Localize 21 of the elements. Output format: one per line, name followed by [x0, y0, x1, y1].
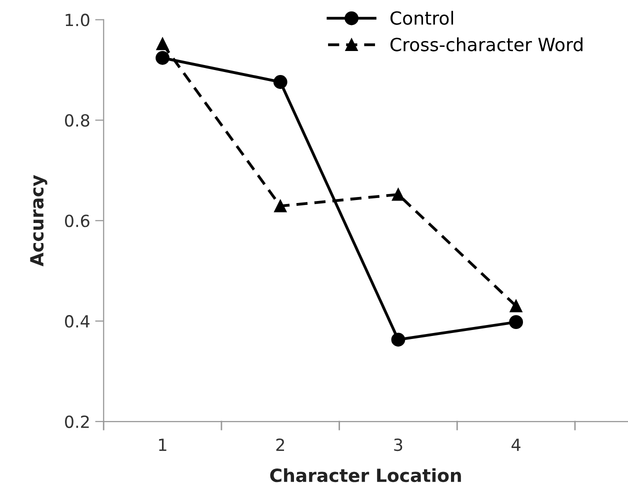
point [156, 50, 170, 65]
y-tick-label: 0.4 [65, 315, 90, 328]
legend-label: Control [390, 10, 454, 25]
point [510, 300, 522, 312]
y-tick-label: 0.2 [65, 415, 89, 428]
y-tick-label: 1.0 [66, 14, 90, 26]
x-tick-label: 4 [512, 438, 520, 451]
point [509, 315, 523, 330]
point [274, 200, 287, 212]
y-tick-label: 0.6 [65, 214, 90, 228]
point [392, 188, 404, 201]
point [391, 332, 406, 347]
y-axis-title: Accuracy [30, 175, 48, 266]
point [156, 38, 169, 50]
point [273, 75, 288, 89]
x-tick-label: 1 [159, 438, 166, 451]
x-axis-title: Character Location [270, 468, 461, 482]
x-tick-label: 2 [276, 438, 284, 451]
x-tick-label: 3 [394, 438, 402, 452]
legend-label: Cross-character Word [390, 37, 582, 52]
y-tick-label: 0.8 [65, 114, 90, 127]
